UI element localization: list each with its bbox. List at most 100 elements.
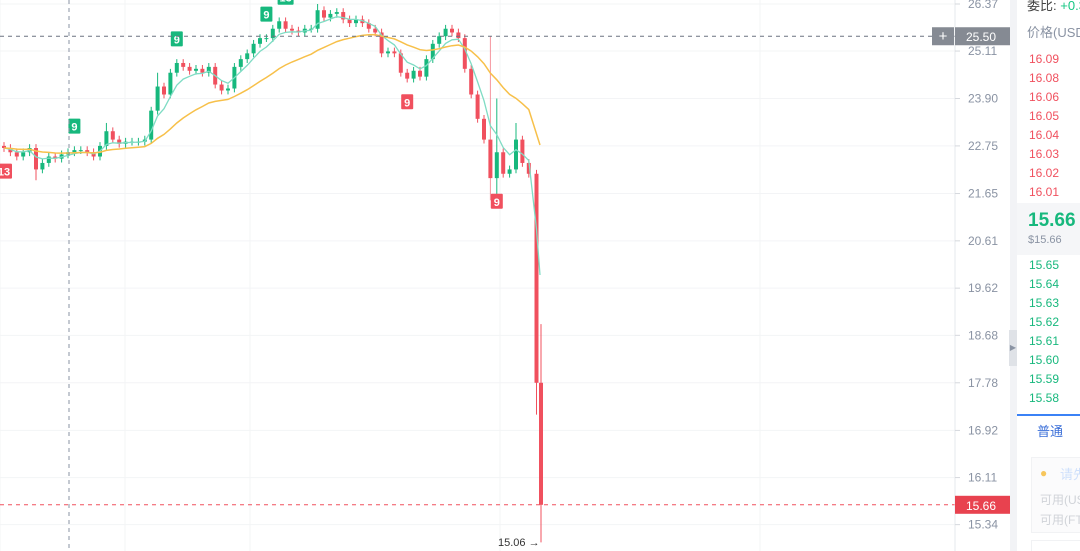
candle-down bbox=[14, 152, 19, 157]
price-tick-label: 17.78 bbox=[968, 376, 998, 390]
order-ratio-label: 委比: bbox=[1027, 0, 1057, 13]
candle-down bbox=[117, 139, 122, 144]
signal-badge-box bbox=[260, 6, 273, 22]
signal-badge-box bbox=[490, 193, 503, 209]
bid-row[interactable]: 15.63 bbox=[1029, 296, 1060, 310]
candle-down bbox=[200, 68, 205, 73]
available-ft: 可用(FT bbox=[1040, 513, 1080, 527]
candlestick-chart[interactable]: 13 9 9 9 13 9 9 26.37 25.11 23.90 22.75 21.65 20.61… bbox=[0, 0, 1010, 551]
candle-up bbox=[46, 156, 51, 163]
last-price-tag: 15.66 bbox=[955, 495, 1010, 514]
price-tick-label: 16.11 bbox=[968, 471, 997, 485]
candle-down bbox=[181, 62, 186, 67]
candle-down bbox=[187, 66, 192, 71]
ask-row[interactable]: 16.04 bbox=[1029, 128, 1060, 142]
orderbook-panel: 委比: +0.3 价格(USD 16.09 16.08 16.06 16.05 16.0… bbox=[1017, 0, 1080, 551]
order-ratio: 委比: +0.3 bbox=[1027, 0, 1080, 14]
candle-up bbox=[354, 19, 358, 24]
candle-down bbox=[283, 21, 288, 29]
order-ratio-value: +0.3 bbox=[1060, 0, 1080, 13]
candles bbox=[2, 4, 543, 543]
bid-row[interactable]: 15.64 bbox=[1029, 277, 1060, 291]
ask-row[interactable]: 16.05 bbox=[1029, 109, 1060, 123]
ask-row[interactable]: 16.09 bbox=[1029, 52, 1060, 66]
available-usd: 可用(US bbox=[1040, 493, 1080, 507]
candle-up bbox=[386, 51, 390, 54]
warning-text[interactable]: 请先 bbox=[1060, 467, 1080, 482]
candle-down bbox=[110, 131, 115, 140]
candle-up bbox=[430, 43, 435, 60]
signal-badge-label: 13 bbox=[279, 0, 291, 5]
signal-badge-box bbox=[401, 94, 414, 110]
candle-down bbox=[456, 32, 461, 39]
signal-badge-box bbox=[68, 118, 81, 134]
candle-down bbox=[341, 12, 346, 20]
candle-up bbox=[149, 110, 154, 140]
candle-down bbox=[392, 51, 397, 54]
bid-row[interactable]: 15.60 bbox=[1029, 353, 1060, 367]
bid-row[interactable]: 15.58 bbox=[1029, 391, 1060, 405]
signal-badge: 9 bbox=[490, 193, 503, 209]
add-alert-plus-icon[interactable]: + bbox=[939, 28, 948, 45]
price-tick-label: 22.75 bbox=[968, 139, 998, 153]
ma-fast-line bbox=[3, 16, 541, 276]
candle-up bbox=[104, 131, 109, 146]
candle-down bbox=[379, 32, 384, 54]
candle-down bbox=[475, 94, 480, 119]
candle-down bbox=[162, 86, 166, 95]
candle-down bbox=[85, 150, 90, 153]
bid-row[interactable]: 15.59 bbox=[1029, 372, 1060, 386]
panel-divider bbox=[1010, 0, 1017, 551]
candle-up bbox=[78, 150, 83, 152]
ask-row[interactable]: 16.03 bbox=[1029, 147, 1060, 161]
candle-up bbox=[174, 62, 179, 73]
candle-down bbox=[520, 139, 525, 163]
candle-up bbox=[245, 53, 250, 60]
signal-badge: 13 bbox=[0, 163, 12, 179]
candle-up bbox=[270, 28, 275, 39]
ask-row[interactable]: 16.08 bbox=[1029, 71, 1060, 85]
ask-row[interactable]: 16.01 bbox=[1029, 185, 1060, 199]
candle-down bbox=[8, 148, 13, 153]
candle-up bbox=[264, 38, 269, 40]
ask-row[interactable]: 16.02 bbox=[1029, 166, 1060, 180]
price-axis[interactable]: 26.37 25.11 23.90 22.75 21.65 20.61 19.62 18.68… bbox=[955, 0, 998, 532]
signal-badge-label: 9 bbox=[71, 122, 77, 134]
candle-down bbox=[534, 173, 539, 383]
candle-up bbox=[168, 72, 173, 95]
bid-row[interactable]: 15.65 bbox=[1029, 258, 1060, 272]
signal-badge-label: 13 bbox=[0, 167, 10, 179]
trade-form-card: ● 请先 可用(US 可用(FT bbox=[1031, 457, 1080, 533]
candle-up bbox=[251, 43, 256, 54]
trade-form-card-2 bbox=[1031, 540, 1080, 551]
candle-down bbox=[34, 148, 38, 170]
signal-badge: 9 bbox=[68, 118, 81, 134]
ask-row[interactable]: 16.06 bbox=[1029, 90, 1060, 104]
bid-row[interactable]: 15.61 bbox=[1029, 334, 1060, 348]
bid-row[interactable]: 15.62 bbox=[1029, 315, 1060, 329]
last-price-block[interactable]: 15.66 $15.66 bbox=[1017, 203, 1080, 255]
crosshair-price-tag[interactable]: + 25.50 bbox=[932, 27, 1010, 46]
crosshair-price-label: 25.50 bbox=[966, 30, 996, 44]
tab-normal[interactable]: 普通 bbox=[1037, 424, 1064, 439]
candle-down bbox=[462, 38, 467, 69]
candle-down bbox=[526, 162, 531, 174]
low-price-marker: 15.06 → bbox=[498, 537, 540, 549]
signal-badge: 9 bbox=[401, 94, 414, 110]
last-price-usd: $15.66 bbox=[1028, 234, 1062, 246]
chart-grid bbox=[0, 0, 955, 551]
signal-badge-label: 9 bbox=[404, 97, 410, 109]
candle-up bbox=[194, 68, 198, 71]
last-price: 15.66 bbox=[1028, 210, 1076, 231]
candle-up bbox=[443, 28, 448, 37]
price-tick-label: 18.68 bbox=[968, 328, 998, 342]
price-tick-label: 26.37 bbox=[968, 0, 998, 11]
candle-up bbox=[424, 59, 429, 77]
collapse-panel-handle[interactable]: ▶ bbox=[1009, 330, 1017, 366]
signal-badge-box bbox=[0, 163, 12, 179]
candle-up bbox=[277, 21, 282, 29]
candle-down bbox=[322, 10, 326, 18]
candle-up bbox=[328, 13, 333, 18]
price-column-header: 价格(USD bbox=[1027, 25, 1080, 40]
candle-up bbox=[437, 36, 442, 44]
